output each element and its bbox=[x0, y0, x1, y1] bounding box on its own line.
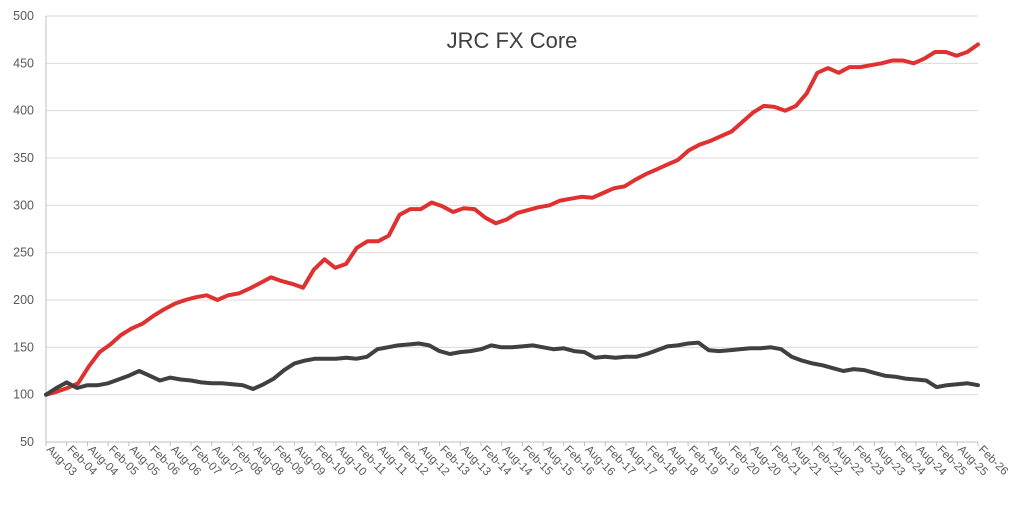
y-tick-label: 400 bbox=[13, 104, 34, 118]
series-line-1 bbox=[44, 42, 980, 397]
y-tick-label: 200 bbox=[13, 293, 34, 307]
y-axis-ticks: 50 100 150 200 250 300 350 400 450 500 bbox=[13, 9, 34, 449]
y-tick-label: 350 bbox=[13, 151, 34, 165]
y-tick-label: 450 bbox=[13, 56, 34, 70]
y-tick-label: 150 bbox=[13, 340, 34, 354]
gridlines bbox=[45, 15, 978, 443]
y-tick-label: 250 bbox=[13, 246, 34, 260]
y-tick-label: 300 bbox=[13, 198, 34, 212]
x-axis-ticks: Aug-03Feb-04Aug-04Feb-05Aug-05Feb-06Aug-… bbox=[44, 442, 1010, 479]
y-tick-label: 100 bbox=[13, 388, 34, 402]
y-tick-label: 50 bbox=[20, 435, 34, 449]
series-line-2 bbox=[44, 340, 980, 397]
y-tick-label: 500 bbox=[13, 9, 34, 23]
series-lines bbox=[44, 42, 980, 397]
chart-title: JRC FX Core bbox=[447, 28, 578, 53]
